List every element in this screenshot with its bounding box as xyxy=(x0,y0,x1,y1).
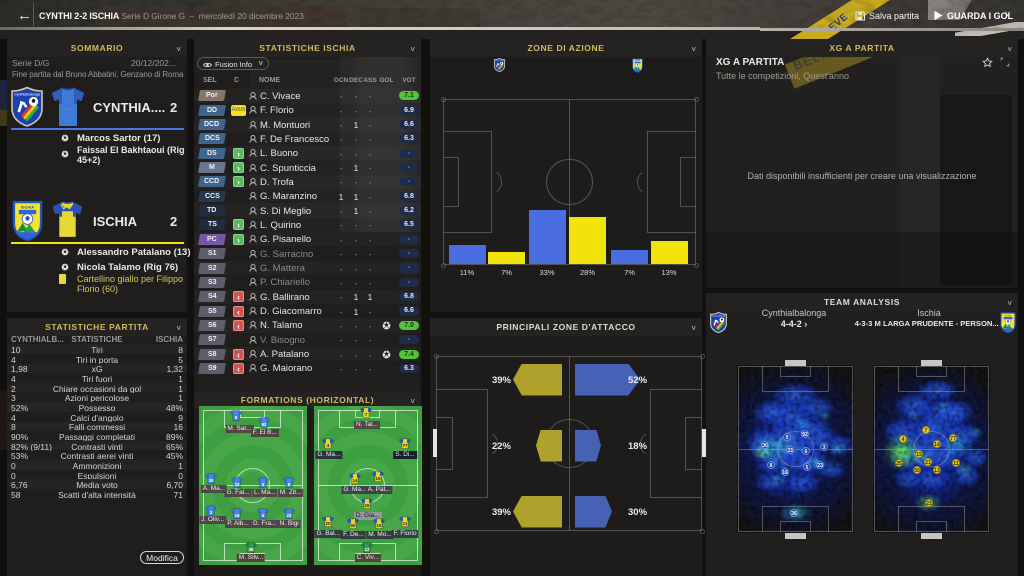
svg-text:36: 36 xyxy=(249,546,254,551)
svg-text:23: 23 xyxy=(287,513,292,518)
svg-text:26: 26 xyxy=(365,503,370,508)
svg-text:16: 16 xyxy=(235,513,240,518)
svg-text:14: 14 xyxy=(352,477,357,482)
svg-text:3: 3 xyxy=(209,509,212,514)
svg-text:77: 77 xyxy=(402,442,407,447)
svg-text:92: 92 xyxy=(262,421,267,426)
svg-text:4: 4 xyxy=(326,442,329,447)
svg-text:9: 9 xyxy=(235,414,238,419)
svg-text:20: 20 xyxy=(325,521,330,526)
svg-text:6: 6 xyxy=(261,481,264,486)
svg-text:11: 11 xyxy=(402,521,407,526)
svg-text:Cynthialbalonga: Cynthialbalonga xyxy=(712,315,726,318)
svg-text:Cynthialbalonga: Cynthialbalonga xyxy=(14,93,40,97)
svg-text:50: 50 xyxy=(350,523,355,528)
svg-text:12: 12 xyxy=(365,546,370,551)
svg-text:33: 33 xyxy=(235,481,240,486)
svg-text:ISCHIA: ISCHIA xyxy=(1005,314,1012,317)
svg-text:8: 8 xyxy=(288,481,291,486)
svg-text:30: 30 xyxy=(208,477,213,482)
svg-text:5: 5 xyxy=(261,513,264,518)
svg-text:7: 7 xyxy=(364,411,367,416)
svg-text:16: 16 xyxy=(376,475,381,480)
svg-text:ISCHIA: ISCHIA xyxy=(21,204,34,209)
svg-text:15: 15 xyxy=(376,523,381,528)
